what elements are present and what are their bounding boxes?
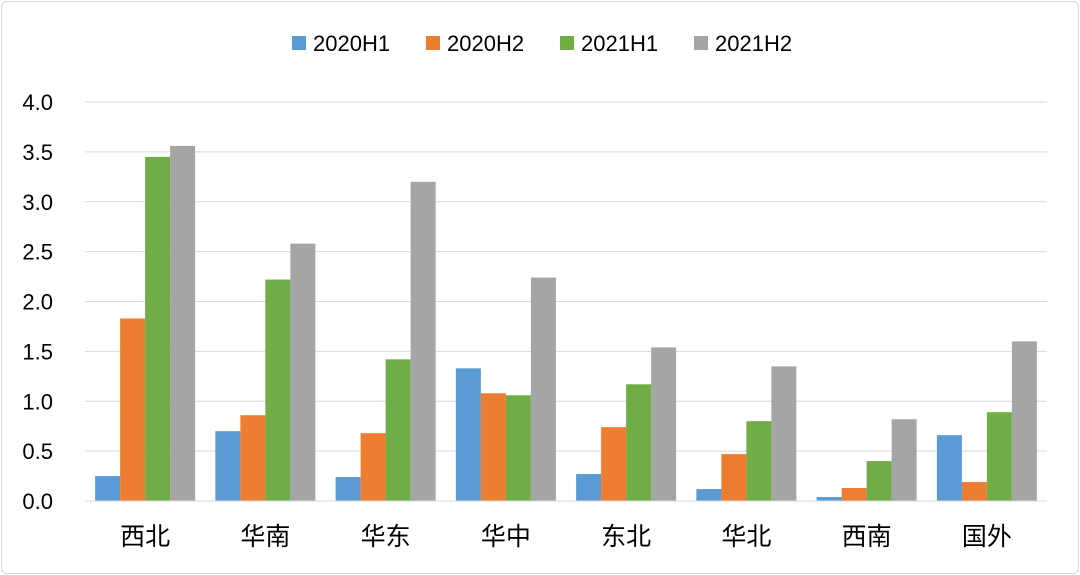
bar-2020H2-5 (721, 454, 747, 501)
y-axis-tick-labels: 0.0 0.5 1.0 1.5 2.0 2.5 3.0 3.5 4.0 (22, 90, 53, 514)
bar-2020H2-2 (360, 433, 386, 501)
bar-2020H1-6 (816, 497, 842, 501)
legend-swatch (694, 36, 708, 50)
bar-2021H1-5 (746, 421, 772, 501)
bar-2021H1-7 (986, 412, 1012, 501)
y-tick-label: 3.5 (22, 140, 53, 165)
legend-label: 2020H1 (313, 31, 390, 56)
bar-2020H2-4 (601, 427, 627, 501)
x-axis-tick-labels: 西北 华南 华东 华中 东北 华北 西南 国外 (120, 523, 1012, 551)
legend-swatch (560, 36, 574, 50)
bar-2020H1-0 (95, 476, 121, 501)
bar-2021H1-0 (145, 156, 171, 502)
bar-2021H2-7 (1011, 341, 1037, 501)
y-tick-label: 3.0 (22, 190, 53, 215)
x-tick-label: 国外 (962, 523, 1012, 551)
legend-label: 2021H2 (715, 31, 792, 56)
bar-2021H1-2 (385, 359, 411, 501)
bar-2020H1-1 (215, 431, 241, 501)
bar-2020H2-1 (240, 415, 266, 501)
x-tick-label: 华中 (481, 523, 531, 551)
x-tick-label: 华南 (240, 523, 290, 551)
bar-2021H2-2 (410, 181, 436, 502)
bar-2020H1-2 (335, 477, 361, 501)
bar-2020H2-6 (841, 488, 867, 501)
bar-2021H1-3 (505, 395, 531, 501)
gridlines (85, 101, 1047, 452)
bar-2020H2-7 (961, 482, 987, 501)
x-tick-label: 西南 (842, 523, 892, 551)
legend: 2020H1 2020H2 2021H1 2021H2 (292, 31, 792, 56)
y-tick-label: 4.0 (22, 90, 53, 115)
y-tick-label: 1.5 (22, 339, 53, 364)
legend-label: 2020H2 (447, 31, 524, 56)
bar-2021H2-1 (290, 243, 316, 501)
legend-label: 2021H1 (581, 31, 658, 56)
bar-2020H1-4 (576, 474, 602, 501)
y-tick-label: 0.0 (22, 489, 53, 514)
bar-2021H2-0 (170, 145, 196, 501)
y-tick-label: 2.0 (22, 290, 53, 315)
bar-2021H1-6 (866, 461, 892, 501)
x-tick-label: 西北 (120, 523, 170, 551)
x-tick-label: 华北 (721, 523, 771, 551)
legend-swatch (292, 36, 306, 50)
y-tick-label: 1.0 (22, 389, 53, 414)
y-tick-label: 0.5 (22, 439, 53, 464)
bar-2021H2-3 (530, 277, 556, 501)
bar-2020H2-3 (480, 393, 506, 501)
bar-2020H1-7 (936, 435, 962, 501)
bars (95, 145, 1037, 502)
bar-2020H2-0 (120, 318, 146, 501)
x-tick-label: 华东 (361, 523, 411, 551)
bar-2021H2-6 (891, 419, 917, 501)
bar-2021H2-4 (651, 347, 677, 501)
legend-swatch (426, 36, 440, 50)
bar-2021H2-5 (771, 366, 797, 501)
y-tick-label: 2.5 (22, 240, 53, 265)
bar-2020H1-5 (696, 489, 722, 501)
bar-2021H1-1 (265, 279, 291, 501)
bar-2021H1-4 (626, 384, 652, 501)
x-tick-label: 东北 (601, 523, 651, 551)
bar-2020H1-3 (455, 368, 481, 501)
